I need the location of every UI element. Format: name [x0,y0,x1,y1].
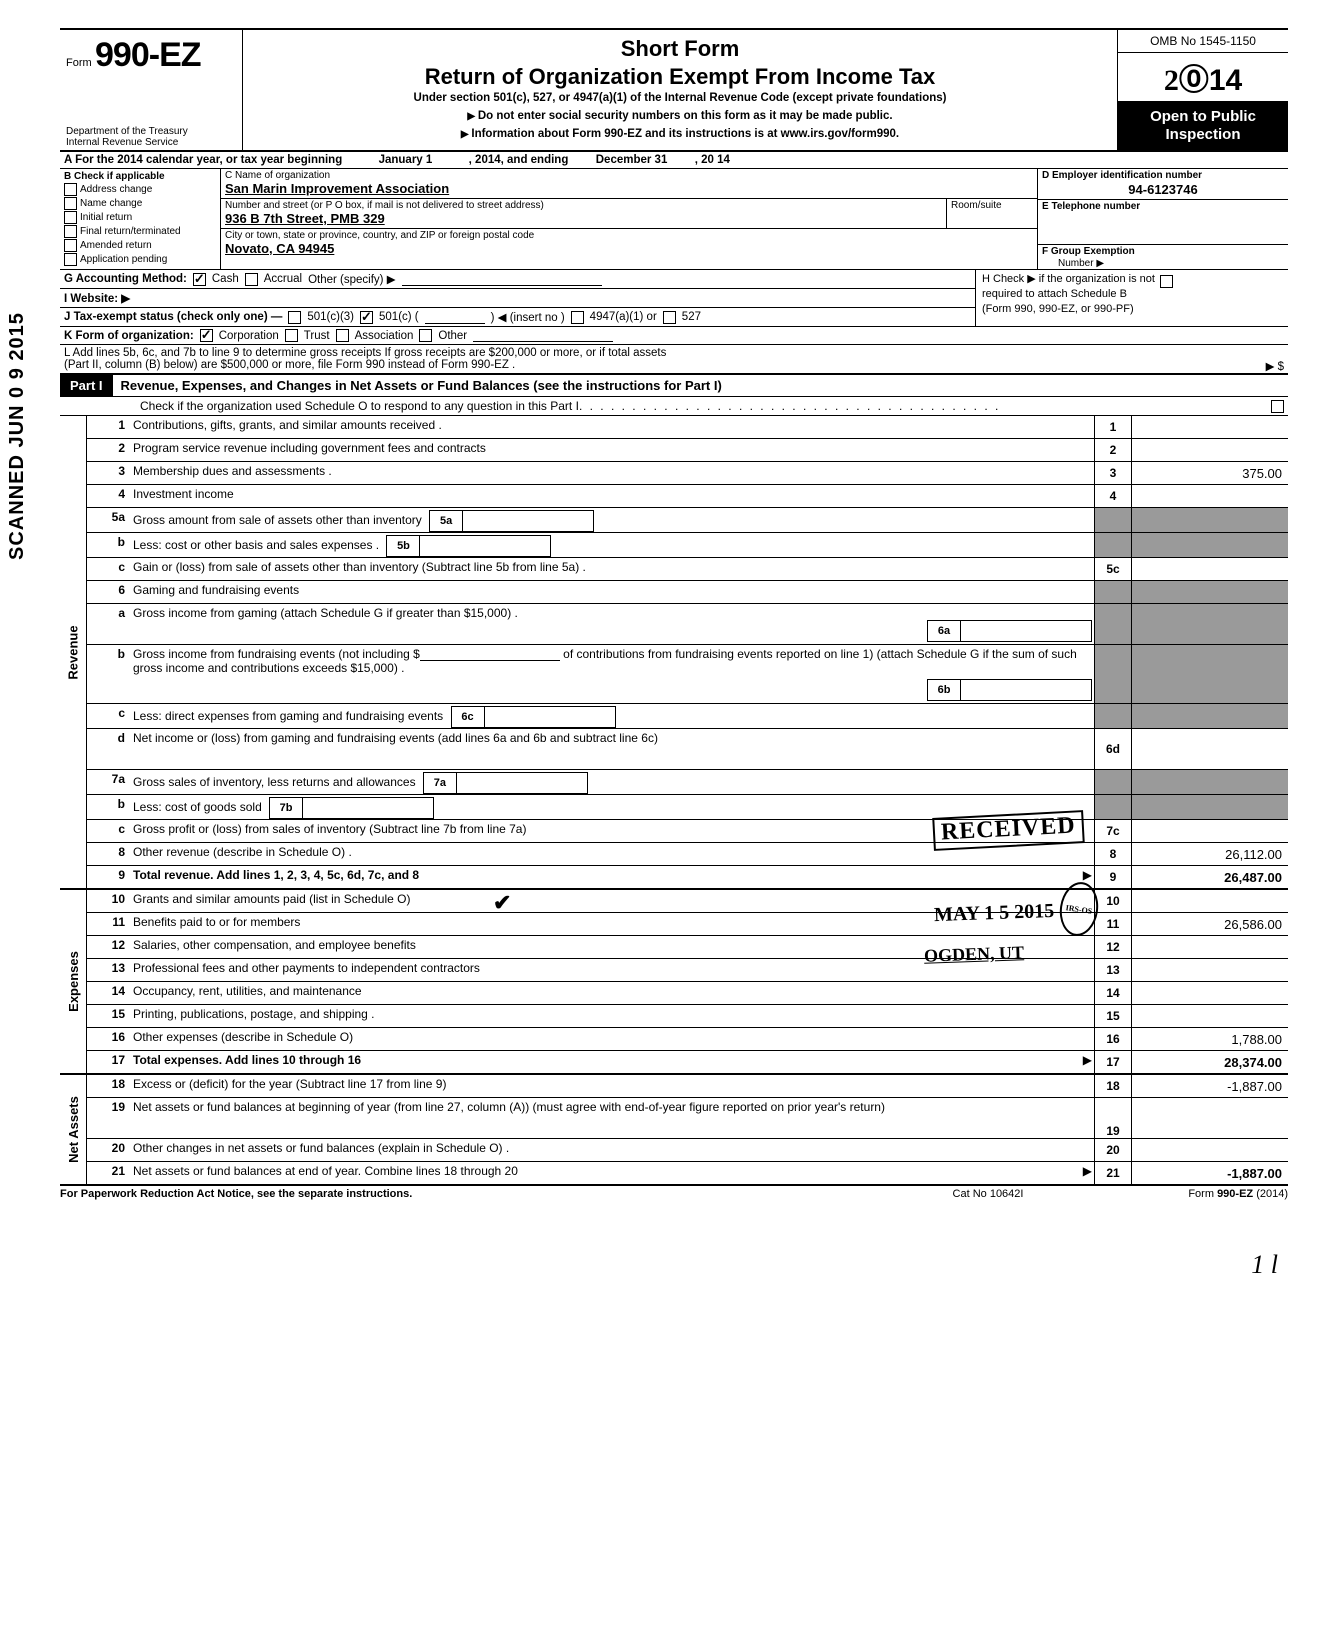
part-i-schedule-o-check: Check if the organization used Schedule … [60,397,1288,416]
label-tax-exempt-status: J Tax-exempt status (check only one) — [64,311,282,323]
amt-line-19 [1132,1098,1288,1138]
form-header: Form 990-EZ Department of the Treasury I… [60,30,1288,152]
label-room: Room/suite [947,199,1037,211]
label-ein: D Employer identification number [1038,169,1288,181]
label-website: I Website: ▶ [64,291,130,305]
label-accounting-method: G Accounting Method: [64,273,187,285]
amt-line-18: -1,887.00 [1132,1075,1288,1097]
part-i-header: Part I Revenue, Expenses, and Changes in… [60,375,1288,397]
section-expenses: Expenses 10 Grants and similar amounts p… [60,890,1288,1075]
label-street: Number and street (or P O box, if mail i… [221,199,946,211]
form-990ez: Form 990-EZ Department of the Treasury I… [60,28,1288,1200]
value-org-name: San Marin Improvement Association [221,181,1037,198]
label-city: City or town, state or province, country… [221,229,1037,241]
chk-527[interactable] [663,311,676,324]
chk-initial-return[interactable] [64,211,77,224]
label-net-assets-vertical: Net Assets [66,1096,81,1163]
row-a-tax-year: A For the 2014 calendar year, or tax yea… [60,152,1288,169]
section-revenue: Revenue 1Contributions, gifts, grants, a… [60,416,1288,890]
paperwork-notice: For Paperwork Reduction Act Notice, see … [60,1188,888,1200]
amt-line-3: 375.00 [1132,462,1288,484]
amt-line-10 [1132,890,1288,912]
amt-line-5c [1132,558,1288,580]
value-city: Novato, CA 94945 [221,241,1037,258]
amt-line-6d [1132,729,1288,769]
chk-final-return[interactable] [64,225,77,238]
chk-amended-return[interactable] [64,239,77,252]
form-label: Form [66,57,92,69]
amt-line-14 [1132,982,1288,1004]
label-telephone: E Telephone number [1038,200,1288,212]
form-id-footer: Form 990-EZ (2014) [1088,1188,1288,1200]
amt-line-20 [1132,1139,1288,1161]
dept-treasury: Department of the Treasury [66,126,236,137]
chk-schedule-b-not-required[interactable] [1160,275,1173,288]
chk-other-org[interactable] [419,329,432,342]
section-h-schedule-b: H Check ▶ if the organization is not req… [975,270,1288,326]
chk-accrual[interactable] [245,273,258,286]
section-net-assets: Net Assets 18Excess or (deficit) for the… [60,1075,1288,1186]
info-link-line: Information about Form 990-EZ and its in… [253,128,1107,140]
amt-line-4 [1132,485,1288,507]
amt-line-21: -1,887.00 [1132,1162,1288,1184]
scanned-date-stamp: SCANNED JUN 0 9 2015 [6,312,29,560]
row-l-gross-receipts: L Add lines 5b, 6c, and 7b to line 9 to … [60,345,1288,375]
chk-application-pending[interactable] [64,253,77,266]
amt-line-17: 28,374.00 [1132,1051,1288,1073]
identity-block: B Check if applicable Address change Nam… [60,169,1288,270]
value-street: 936 B 7th Street, PMB 329 [221,211,946,228]
amt-line-9: 26,487.00 [1132,866,1288,888]
title-subtitle: Under section 501(c), 527, or 4947(a)(1)… [253,92,1107,104]
open-to-public-badge: Open to Public Inspection [1118,102,1288,150]
omb-number: OMB No 1545-1150 [1118,30,1288,53]
ssn-warning: Do not enter social security numbers on … [253,110,1107,122]
page-footer: For Paperwork Reduction Act Notice, see … [60,1186,1288,1200]
chk-address-change[interactable] [64,183,77,196]
tax-year: 2⓪14 [1118,53,1288,102]
amt-line-16: 1,788.00 [1132,1028,1288,1050]
label-expenses-vertical: Expenses [66,951,81,1012]
dept-irs: Internal Revenue Service [66,137,236,148]
amt-line-12 [1132,936,1288,958]
chk-corporation[interactable] [200,329,213,342]
chk-501c[interactable] [360,311,373,324]
label-revenue-vertical: Revenue [66,625,81,679]
label-group-exemption: F Group Exemption [1038,245,1288,257]
amt-line-2 [1132,439,1288,461]
label-org-name: C Name of organization [221,169,1037,181]
label-group-exemption-number: Number ▶ [1038,257,1288,269]
title-main: Return of Organization Exempt From Incom… [253,64,1107,90]
chk-name-change[interactable] [64,197,77,210]
amt-line-8: 26,112.00 [1132,843,1288,865]
chk-trust[interactable] [285,329,298,342]
title-short-form: Short Form [253,36,1107,62]
catalog-number: Cat No 10642I [888,1188,1088,1200]
amt-line-1 [1132,416,1288,438]
amt-line-15 [1132,1005,1288,1027]
row-k-form-of-org: K Form of organization: Corporation Trus… [60,327,1288,345]
chk-cash[interactable] [193,273,206,286]
chk-4947a1[interactable] [571,311,584,324]
amt-line-13 [1132,959,1288,981]
amt-line-11: 26,586.00 [1132,913,1288,935]
chk-schedule-o-part-i[interactable] [1271,400,1284,413]
chk-association[interactable] [336,329,349,342]
rows-g-through-j: G Accounting Method: Cash Accrual Other … [60,270,1288,327]
form-number: 990-EZ [95,36,201,74]
handwritten-page-number: 1 l [60,1250,1288,1280]
section-b-checkboxes: B Check if applicable Address change Nam… [60,169,221,269]
value-ein: 94-6123746 [1038,181,1288,199]
amt-line-7c [1132,820,1288,842]
part-i-badge: Part I [60,375,113,396]
chk-501c3[interactable] [288,311,301,324]
